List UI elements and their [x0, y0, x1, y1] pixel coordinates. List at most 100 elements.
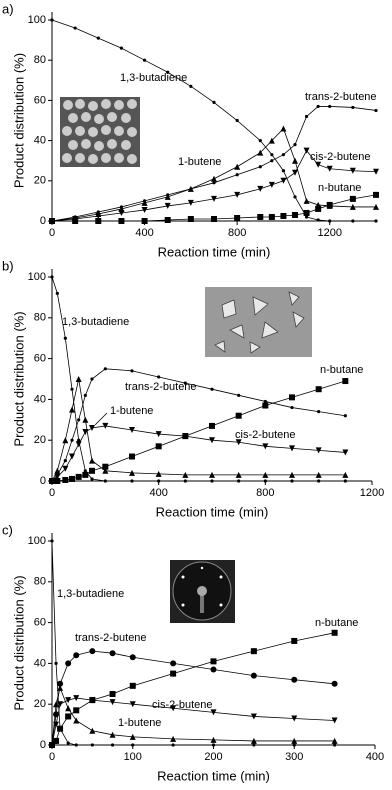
point [49, 742, 55, 748]
point [209, 471, 215, 478]
point [77, 418, 81, 422]
point [373, 191, 379, 198]
point [164, 216, 171, 223]
point [70, 438, 74, 442]
point [343, 414, 347, 418]
y-tick-label: 40 [34, 657, 46, 669]
point [82, 429, 89, 436]
x-tick-label: 400 [366, 751, 384, 763]
x-tick-label: 300 [285, 751, 303, 763]
y-tick-label: 100 [28, 535, 46, 547]
x-tick-label: 800 [256, 487, 274, 499]
point [109, 650, 116, 657]
point [373, 203, 379, 210]
y-tick-label: 20 [34, 175, 46, 187]
point [235, 173, 239, 177]
point [235, 471, 242, 478]
point [252, 743, 256, 747]
point [326, 201, 333, 208]
point [211, 175, 217, 182]
point [268, 213, 275, 220]
point [210, 736, 217, 743]
point [155, 443, 162, 450]
point [349, 203, 356, 210]
point [53, 721, 60, 728]
series-label: 1-butene [118, 717, 161, 729]
point [250, 648, 257, 655]
y-axis-label: Product distribution (%) [11, 311, 26, 446]
point [75, 376, 82, 382]
series-label: n-butane [318, 182, 361, 194]
point [164, 202, 171, 209]
point [234, 214, 241, 221]
point [170, 670, 177, 677]
panel-label: b) [2, 258, 14, 273]
point [374, 108, 378, 113]
point [291, 715, 298, 722]
series-label: trans-2-butene [125, 381, 197, 393]
point [50, 539, 54, 543]
point [250, 713, 257, 720]
point [62, 465, 69, 472]
point [73, 652, 80, 659]
inset-b [205, 287, 312, 357]
x-tick-label: 0 [49, 751, 55, 763]
point [187, 215, 194, 222]
point [102, 422, 109, 429]
point [57, 680, 64, 687]
point [62, 476, 69, 483]
point [141, 218, 148, 224]
point [270, 153, 274, 157]
y-tick-label: 80 [34, 54, 46, 66]
point [73, 695, 80, 702]
point [317, 410, 321, 414]
point [303, 197, 310, 204]
point [170, 735, 177, 742]
point [235, 118, 239, 123]
y-tick-label: 100 [28, 271, 46, 283]
y-tick-label: 60 [34, 94, 46, 106]
point [210, 666, 217, 673]
point [303, 147, 310, 154]
series-line [51, 425, 346, 482]
y-axis-label: Product distribution (%) [11, 575, 26, 710]
panel-label: a) [2, 1, 14, 16]
point [351, 219, 355, 223]
point [187, 199, 194, 206]
point [292, 743, 296, 747]
point [315, 447, 322, 454]
point [210, 709, 217, 716]
point [262, 402, 269, 409]
point [65, 697, 72, 704]
point [77, 438, 81, 442]
series-label: 1,3-butadiene [62, 316, 129, 328]
point [90, 477, 94, 481]
point [280, 177, 287, 184]
point [210, 658, 217, 665]
point [103, 479, 107, 483]
series-line [51, 368, 346, 482]
point [237, 479, 241, 483]
point [304, 114, 309, 119]
point [293, 143, 297, 147]
series-label: trans-2-butene [75, 632, 147, 644]
point [82, 471, 89, 478]
series-line [51, 149, 377, 222]
point [331, 717, 338, 724]
series-line [52, 380, 346, 482]
point [262, 443, 269, 450]
point [65, 660, 72, 667]
point [130, 479, 134, 483]
point [211, 195, 217, 202]
point [109, 731, 116, 738]
point [73, 26, 77, 30]
point [89, 697, 96, 704]
series-label: n-butane [320, 364, 363, 376]
series-label: 1,3-butadiene [120, 72, 187, 84]
point [373, 168, 379, 175]
point [65, 713, 72, 720]
point [257, 185, 264, 192]
point [129, 469, 135, 476]
series-label: trans-2-butene [305, 91, 377, 103]
y-tick-label: 60 [34, 353, 46, 365]
